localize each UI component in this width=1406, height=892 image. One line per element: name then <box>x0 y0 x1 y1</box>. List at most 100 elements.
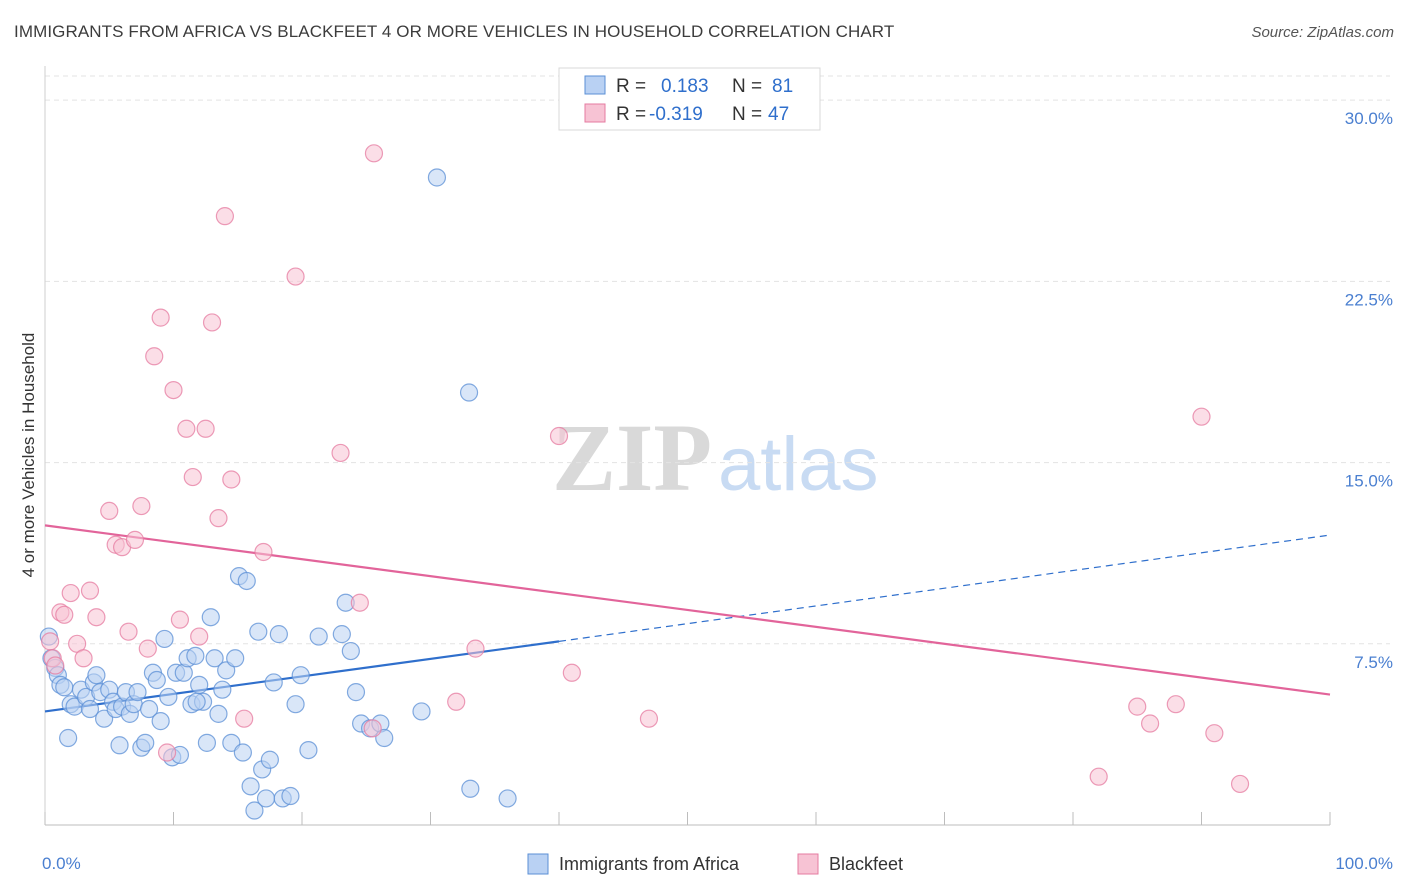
bottom-legend-label-blackfeet: Blackfeet <box>829 854 903 874</box>
y-axis-label: 4 or more Vehicles in Household <box>19 333 38 578</box>
data-points <box>39 144 1250 820</box>
blackfeet-point-26 <box>202 313 222 332</box>
blackfeet-point-10 <box>100 501 119 521</box>
blackfeet-point-21 <box>170 610 190 629</box>
africa-point-57 <box>256 789 276 808</box>
africa-point-29 <box>147 670 166 690</box>
africa-point-64 <box>291 666 310 685</box>
africa-point-80 <box>187 692 206 711</box>
africa-point-62 <box>281 786 300 806</box>
blackfeet-point-13 <box>119 622 138 641</box>
africa-point-5 <box>55 678 74 697</box>
africa-point-6 <box>59 728 78 748</box>
africa-point-76 <box>427 168 447 187</box>
africa-point-67 <box>332 625 351 644</box>
africa-point-58 <box>260 750 279 769</box>
blackfeet-point-22 <box>177 419 196 438</box>
blackfeet-point-31 <box>254 542 273 562</box>
blackfeet-point-19 <box>157 743 177 762</box>
trend-lines <box>44 524 1331 713</box>
africa-point-79 <box>498 789 517 808</box>
legend-swatch-blue <box>584 75 606 95</box>
legend-r-value-2: -0.319 <box>649 104 703 125</box>
y-tick-label-2: 22.5% <box>1345 290 1393 309</box>
blackfeet-point-42 <box>1089 767 1108 786</box>
africa-point-31 <box>155 629 174 649</box>
africa-point-45 <box>209 704 228 723</box>
africa-point-70 <box>346 683 366 702</box>
grid-lines <box>45 75 1390 645</box>
africa-point-46 <box>213 680 232 699</box>
legend-n-value-2: 47 <box>768 104 789 125</box>
africa-point-59 <box>264 673 283 692</box>
watermark-zip: ZIP <box>552 404 712 511</box>
africa-point-42 <box>197 733 217 752</box>
africa-point-52 <box>237 571 256 591</box>
africa-trend-line-extrapolated <box>558 534 1331 642</box>
y-tick-label-1: 15.0% <box>1345 472 1393 491</box>
blackfeet-point-39 <box>549 426 569 446</box>
legend-n-value-1: 81 <box>772 76 793 97</box>
africa-point-24 <box>128 683 147 702</box>
blackfeet-point-48 <box>1230 774 1250 794</box>
legend-r-label-1: R = <box>616 76 646 97</box>
africa-point-43 <box>201 608 220 627</box>
africa-point-32 <box>159 687 178 707</box>
africa-point-30 <box>151 712 170 731</box>
africa-point-75 <box>412 702 431 721</box>
africa-point-13 <box>87 666 106 685</box>
blackfeet-point-2 <box>46 656 65 675</box>
blackfeet-point-37 <box>447 692 466 711</box>
africa-point-66 <box>309 627 328 646</box>
africa-point-15 <box>95 709 114 728</box>
blackfeet-point-38 <box>466 639 485 658</box>
blackfeet-point-44 <box>1140 714 1160 733</box>
blackfeet-point-9 <box>87 608 106 627</box>
watermark-atlas: atlas <box>718 422 879 507</box>
blackfeet-point-14 <box>125 530 145 549</box>
blackfeet-point-0 <box>41 632 60 651</box>
africa-point-26 <box>136 733 155 752</box>
source-label: Source: ZipAtlas.com <box>1251 24 1394 41</box>
blackfeet-point-47 <box>1205 724 1224 743</box>
x-tick-label-0: 0.0% <box>42 854 81 873</box>
africa-point-27 <box>139 699 159 719</box>
blackfeet-point-27 <box>209 509 228 528</box>
blackfeet-point-18 <box>151 308 170 327</box>
africa-point-78 <box>461 779 480 798</box>
legend-swatch-pink <box>584 103 606 123</box>
africa-point-19 <box>110 736 129 755</box>
africa-point-77 <box>459 383 479 402</box>
blackfeet-point-15 <box>132 496 151 516</box>
axes <box>44 66 1331 826</box>
africa-point-60 <box>269 625 288 644</box>
blackfeet-point-40 <box>562 663 581 682</box>
africa-point-74 <box>375 728 394 748</box>
blackfeet-point-29 <box>222 470 241 489</box>
y-tick-label-0: 7.5% <box>1354 653 1393 672</box>
tick-labels: 7.5% 15.0% 22.5% 30.0% 0.0% 100.0% <box>42 109 1393 873</box>
blackfeet-point-43 <box>1128 697 1147 716</box>
blackfeet-point-8 <box>80 581 100 600</box>
legend-r-value-1: 0.183 <box>661 76 709 97</box>
stats-legend: R = 0.183 N = 81 R = -0.319 N = 47 <box>558 67 821 131</box>
x-tick-label-1: 100.0% <box>1335 854 1393 873</box>
blackfeet-point-24 <box>190 627 209 646</box>
africa-point-54 <box>245 801 264 820</box>
series-legend: Immigrants from Africa Blackfeet <box>527 853 903 875</box>
blackfeet-point-7 <box>74 649 93 668</box>
bottom-legend-swatch-pink <box>797 853 819 875</box>
blackfeet-point-32 <box>286 267 305 286</box>
africa-point-49 <box>226 649 245 668</box>
chart-title: IMMIGRANTS FROM AFRICA VS BLACKFEET 4 OR… <box>14 22 895 41</box>
y-tick-label-3: 30.0% <box>1345 109 1393 128</box>
blackfeet-point-46 <box>1192 407 1211 426</box>
blackfeet-point-5 <box>61 583 80 603</box>
africa-point-47 <box>217 661 236 680</box>
africa-point-55 <box>249 622 268 641</box>
blackfeet-point-16 <box>138 639 157 658</box>
blackfeet-point-17 <box>145 347 164 366</box>
blackfeet-point-4 <box>55 605 74 624</box>
blackfeet-point-25 <box>196 419 215 438</box>
